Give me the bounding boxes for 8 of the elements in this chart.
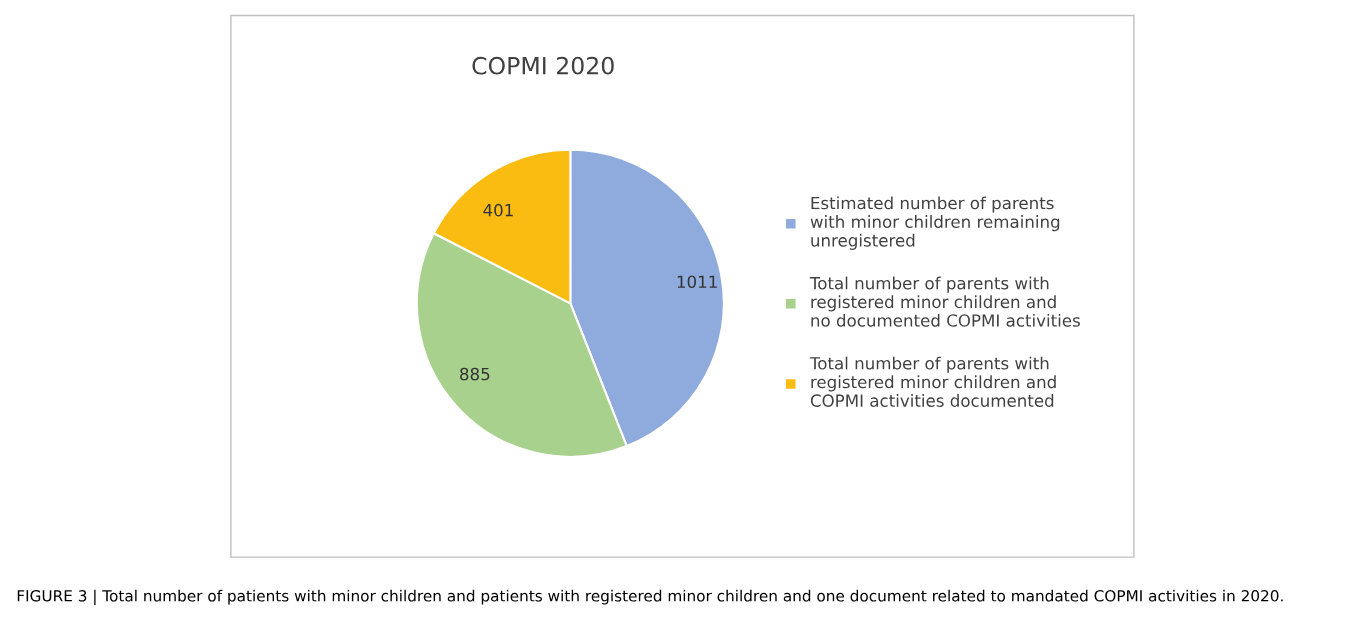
chart-title: COPMI 2020 bbox=[472, 56, 614, 75]
data-label: 885 bbox=[460, 367, 490, 381]
legend-label: Total number of parents with registered minor children and no documented COPMI activities bbox=[809, 276, 1080, 327]
caption: FIGURE 3 | Total number of patients with minor children and patients with registered minor children and one document related to mandated COPMI activities in 2020. bbox=[17, 589, 1283, 605]
legend-label: Estimated number of parents with minor children remaining unregistered bbox=[810, 196, 1060, 250]
legend-label: Total number of parents with registered minor children and COPMI activities documented bbox=[809, 356, 1056, 407]
data-label: 401 bbox=[483, 203, 513, 217]
data-label: 1011 bbox=[677, 275, 717, 289]
